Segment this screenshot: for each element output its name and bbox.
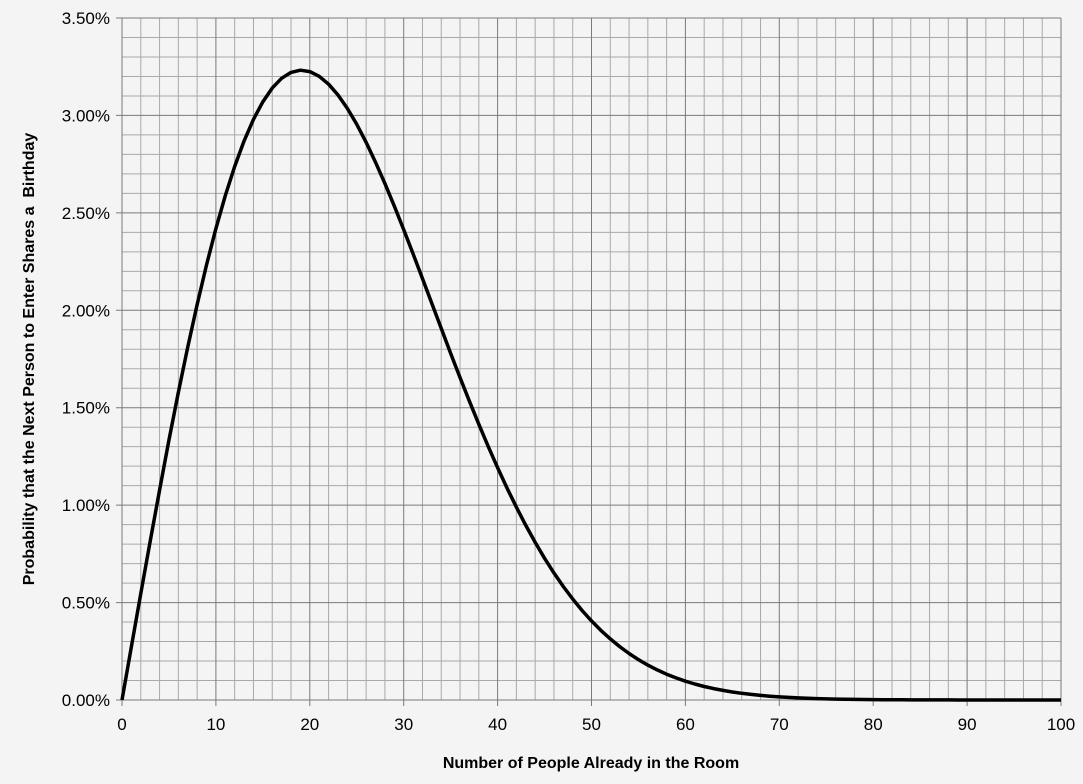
x-tick-label: 30 <box>394 715 413 734</box>
y-axis-title: Probability that the Next Person to Ente… <box>21 133 38 586</box>
x-tick-label: 40 <box>488 715 507 734</box>
y-tick-label: 1.50% <box>62 399 110 418</box>
x-tick-label: 60 <box>676 715 695 734</box>
y-tick-label: 1.00% <box>62 496 110 515</box>
y-tick-label: 3.00% <box>62 106 110 125</box>
probability-curve <box>120 68 1061 702</box>
x-tick-label: 50 <box>582 715 601 734</box>
x-tick-label: 100 <box>1047 715 1075 734</box>
major-gridlines <box>116 17 1062 706</box>
x-tick-label: 70 <box>770 715 789 734</box>
x-tick-label: 10 <box>206 715 225 734</box>
y-tick-label: 0.00% <box>62 691 110 710</box>
x-axis-tick-labels: 0 10 20 30 40 50 60 70 80 90 100 <box>117 715 1075 734</box>
x-tick-label: 20 <box>300 715 319 734</box>
x-tick-label: 0 <box>117 715 126 734</box>
minor-gridlines <box>122 18 1061 700</box>
x-axis-title: Number of People Already in the Room <box>443 755 739 772</box>
y-tick-label: 2.50% <box>62 204 110 223</box>
y-axis-tick-labels: 0.00% 0.50% 1.00% 1.50% 2.00% 2.50% 3.00% 3.50% <box>62 9 110 710</box>
y-tick-label: 0.50% <box>62 594 110 613</box>
x-tick-label: 80 <box>864 715 883 734</box>
y-tick-label: 2.00% <box>62 301 110 320</box>
y-tick-label: 3.50% <box>62 9 110 28</box>
x-tick-label: 90 <box>958 715 977 734</box>
